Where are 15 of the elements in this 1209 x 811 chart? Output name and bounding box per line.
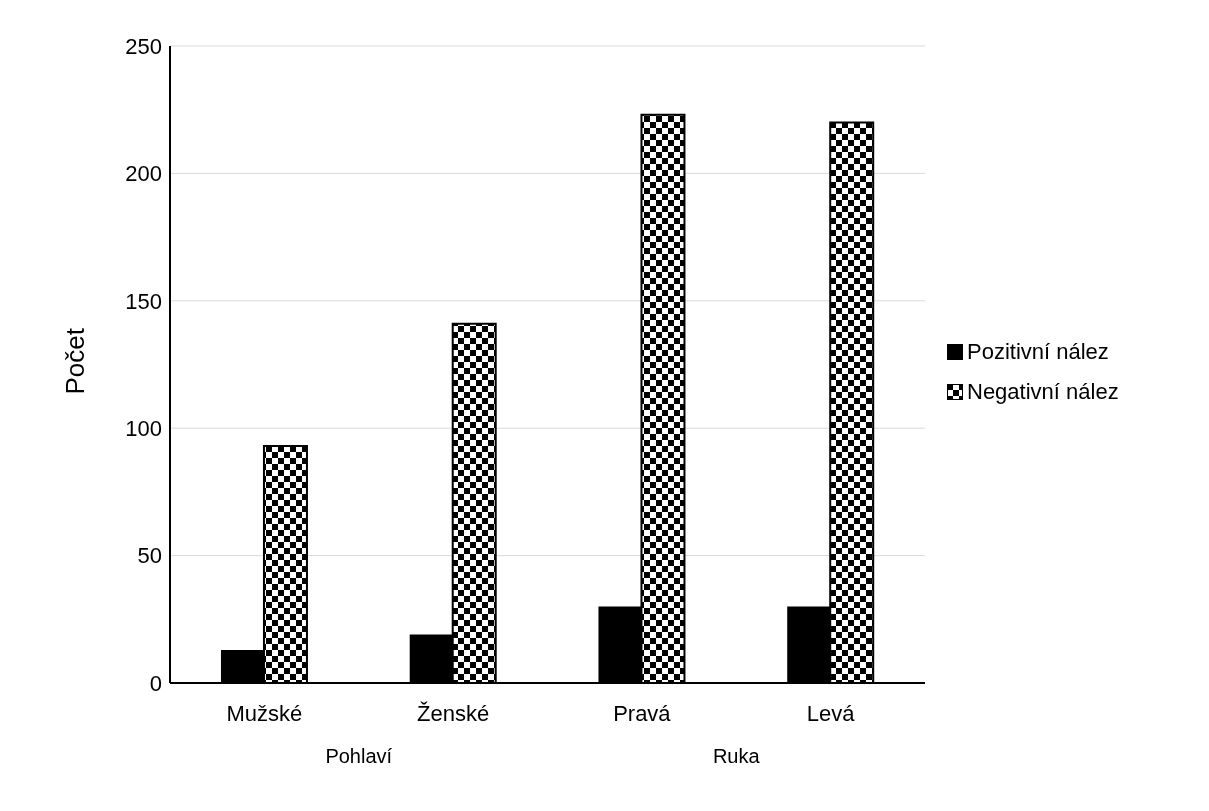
legend-label: Negativní nález [967, 378, 1119, 405]
x-tick-label: Pravá [613, 700, 672, 726]
y-tick-label: 150 [125, 288, 162, 314]
text: Pohlaví [324, 745, 394, 768]
y-tick-label: 50 [137, 543, 162, 569]
y-tick-label: 100 [125, 416, 162, 442]
y-tick-label: 0 [149, 670, 162, 696]
text: Ruka [711, 745, 761, 768]
x-tick-label: Mužské [226, 700, 303, 726]
x-tick-label: Ženské [417, 700, 490, 726]
y-tick-label: 200 [125, 161, 162, 187]
legend-label: Pozitivní nález [967, 338, 1109, 365]
y-axis-title: Počet [60, 327, 91, 395]
y-tick-label: 250 [125, 33, 162, 59]
x-tick-label: Levá [806, 700, 856, 726]
